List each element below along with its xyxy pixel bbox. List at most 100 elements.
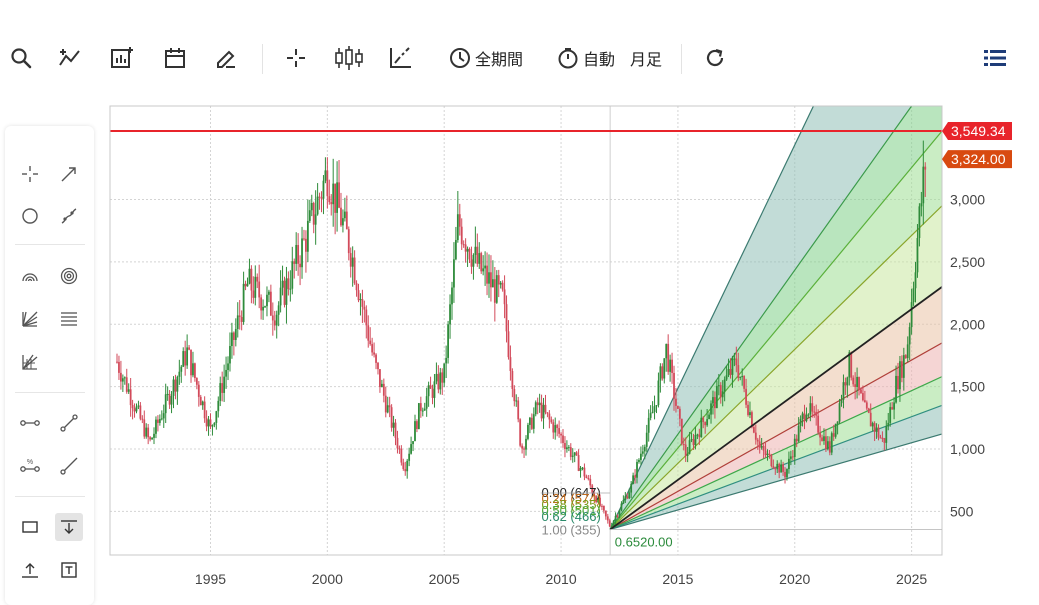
candle-body [236,315,239,330]
candle-body [704,422,707,426]
candle-body [538,402,541,406]
candle-body [135,406,138,412]
candle-body [632,475,635,484]
candle-body [511,371,514,389]
fib-retracement-tool[interactable] [55,305,83,333]
fib-arc-tool[interactable] [16,262,44,290]
candle-body [227,363,229,370]
compare-button[interactable] [386,42,416,74]
candle-body [164,394,167,414]
candle-body [466,248,469,252]
candle-body [552,422,555,433]
candle-body [209,419,212,427]
path-tool[interactable] [55,202,83,230]
gann-grid-tool[interactable] [16,348,44,376]
candle-body [262,306,264,311]
search-button[interactable] [6,42,36,74]
candle-body [733,358,736,360]
menu-list-button[interactable] [980,42,1010,74]
candle-body [595,496,598,503]
candle-body [353,257,356,284]
candle-body [663,358,666,379]
period-button[interactable]: 全期間 [443,42,529,74]
candle-body [254,276,257,298]
retracement-label: 0.24 (574) [542,491,601,506]
candle-body [412,441,414,445]
candle-body [180,366,183,372]
candle-body [645,432,648,447]
add-study-button[interactable] [107,42,137,74]
candle-body [390,407,393,428]
candle-body [491,279,494,288]
candle-body [760,446,763,448]
candle-body [754,432,757,440]
chart-type-button[interactable] [332,42,366,74]
candle-body [791,456,794,458]
candle-body [766,453,769,456]
candle-body [850,352,853,378]
y-tick-label: 1,000 [950,441,985,457]
candle-body [715,386,718,409]
candle-body [493,279,496,303]
candle-body [897,375,899,390]
refresh-button[interactable] [700,42,730,74]
rectangle-tool[interactable] [16,513,44,541]
candle-body [780,464,783,473]
candle-body [729,369,732,375]
upload-tool[interactable] [16,556,44,584]
candle-body [123,377,126,379]
candle-body [380,383,383,388]
calendar-button[interactable] [160,42,190,74]
ray-tool[interactable] [55,452,83,480]
percent-measure-tool[interactable]: % [16,452,44,480]
auto-refresh-button[interactable]: 自動 [554,42,618,74]
candle-body [182,351,185,367]
add-indicator-button[interactable] [55,42,85,74]
price-badges: 3,549.34 3,324.00 [942,122,1012,169]
price-line-tool[interactable] [55,513,83,541]
sidebar-divider [15,392,85,393]
horizontal-segment-tool[interactable] [16,409,44,437]
draw-button[interactable] [211,42,241,74]
x-tick-label: 2020 [779,571,810,587]
candle-body [778,463,781,473]
candle-body [427,385,430,397]
candle-body [234,329,237,340]
candle-body [912,288,915,303]
candle-body [727,369,730,376]
path-icon [61,208,77,224]
candle-body [856,376,858,387]
candle-body [784,471,786,478]
trend-line[interactable] [609,286,943,531]
y-tick-label: 2,000 [950,316,985,332]
candle-body [143,419,146,437]
fib-fan-tool[interactable] [16,305,44,333]
upload-icon [22,563,38,578]
candle-body [788,458,790,470]
candle-body [435,373,438,382]
svg-text:%: % [27,459,33,466]
candle-body [400,448,403,463]
circle-icon [22,208,38,224]
candle-body [190,349,192,376]
candle-body [854,384,857,387]
candle-body [359,299,362,301]
candle-body [238,315,241,318]
arrow-tool[interactable] [55,160,83,188]
candle-body [246,283,249,287]
circle-tool[interactable] [16,202,44,230]
fan-icon [22,311,38,327]
crosshair-button[interactable] [281,42,311,74]
crosshair-tool[interactable] [16,160,44,188]
candle-body [723,379,726,392]
text-tool[interactable] [55,556,83,584]
fib-circle-tool[interactable] [55,262,83,290]
candle-body [643,446,646,452]
candle-body [439,372,442,390]
trend-line-tool[interactable] [55,409,83,437]
interval-button[interactable]: 月足 [624,42,664,74]
candle-body [565,447,568,450]
candle-body [823,436,825,441]
candle-body [293,261,296,264]
